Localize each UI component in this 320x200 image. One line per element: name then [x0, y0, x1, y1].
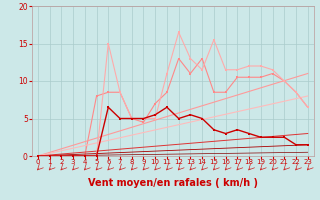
X-axis label: Vent moyen/en rafales ( km/h ): Vent moyen/en rafales ( km/h ) — [88, 178, 258, 188]
